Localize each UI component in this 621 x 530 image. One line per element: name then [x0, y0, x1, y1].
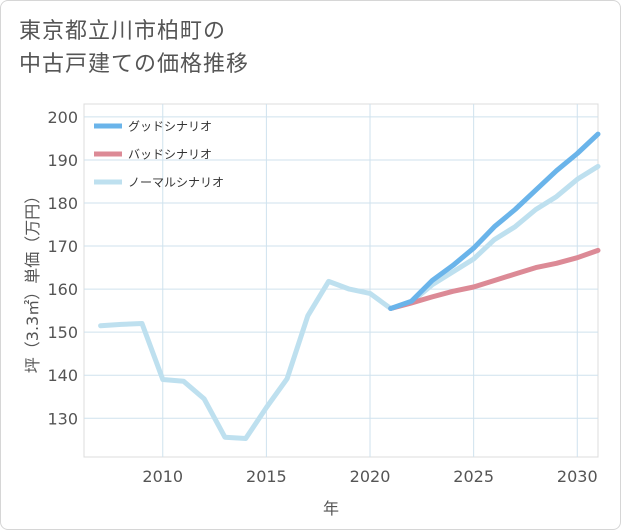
series-line-2: [98, 163, 601, 441]
y-tick-label: 190: [47, 151, 78, 170]
legend-label-0: グッドシナリオ: [128, 120, 212, 134]
plot-area: [83, 103, 599, 458]
y-tick-label: 140: [47, 366, 78, 385]
y-tick-label: 170: [47, 237, 78, 256]
x-tick-label: 2020: [350, 467, 391, 486]
x-tick-label: 2015: [246, 467, 287, 486]
x-axis-title: 年: [323, 499, 339, 518]
legend-label-1: バッドシナリオ: [128, 148, 212, 162]
y-tick-label: 200: [47, 108, 78, 127]
chart-title-line-2: 中古戸建ての価格推移: [19, 52, 250, 77]
x-tick-label: 2025: [453, 467, 494, 486]
y-axis-title: 坪（3.3㎡）単価（万円）: [23, 188, 42, 373]
y-tick-label: 150: [47, 323, 78, 342]
legend-label-2: ノーマルシナリオ: [128, 176, 224, 190]
y-tick-label: 160: [47, 280, 78, 299]
x-tick-label: 2010: [142, 467, 183, 486]
x-tick-label: 2030: [557, 467, 598, 486]
series-line-1: [388, 247, 601, 311]
y-tick-label: 130: [47, 409, 78, 428]
chart-title-line-1: 東京都立川市柏町の: [19, 19, 227, 44]
chart-title: 東京都立川市柏町の 中古戸建ての価格推移: [19, 15, 249, 81]
y-tick-label: 180: [47, 194, 78, 213]
series-line-0: [388, 131, 601, 311]
